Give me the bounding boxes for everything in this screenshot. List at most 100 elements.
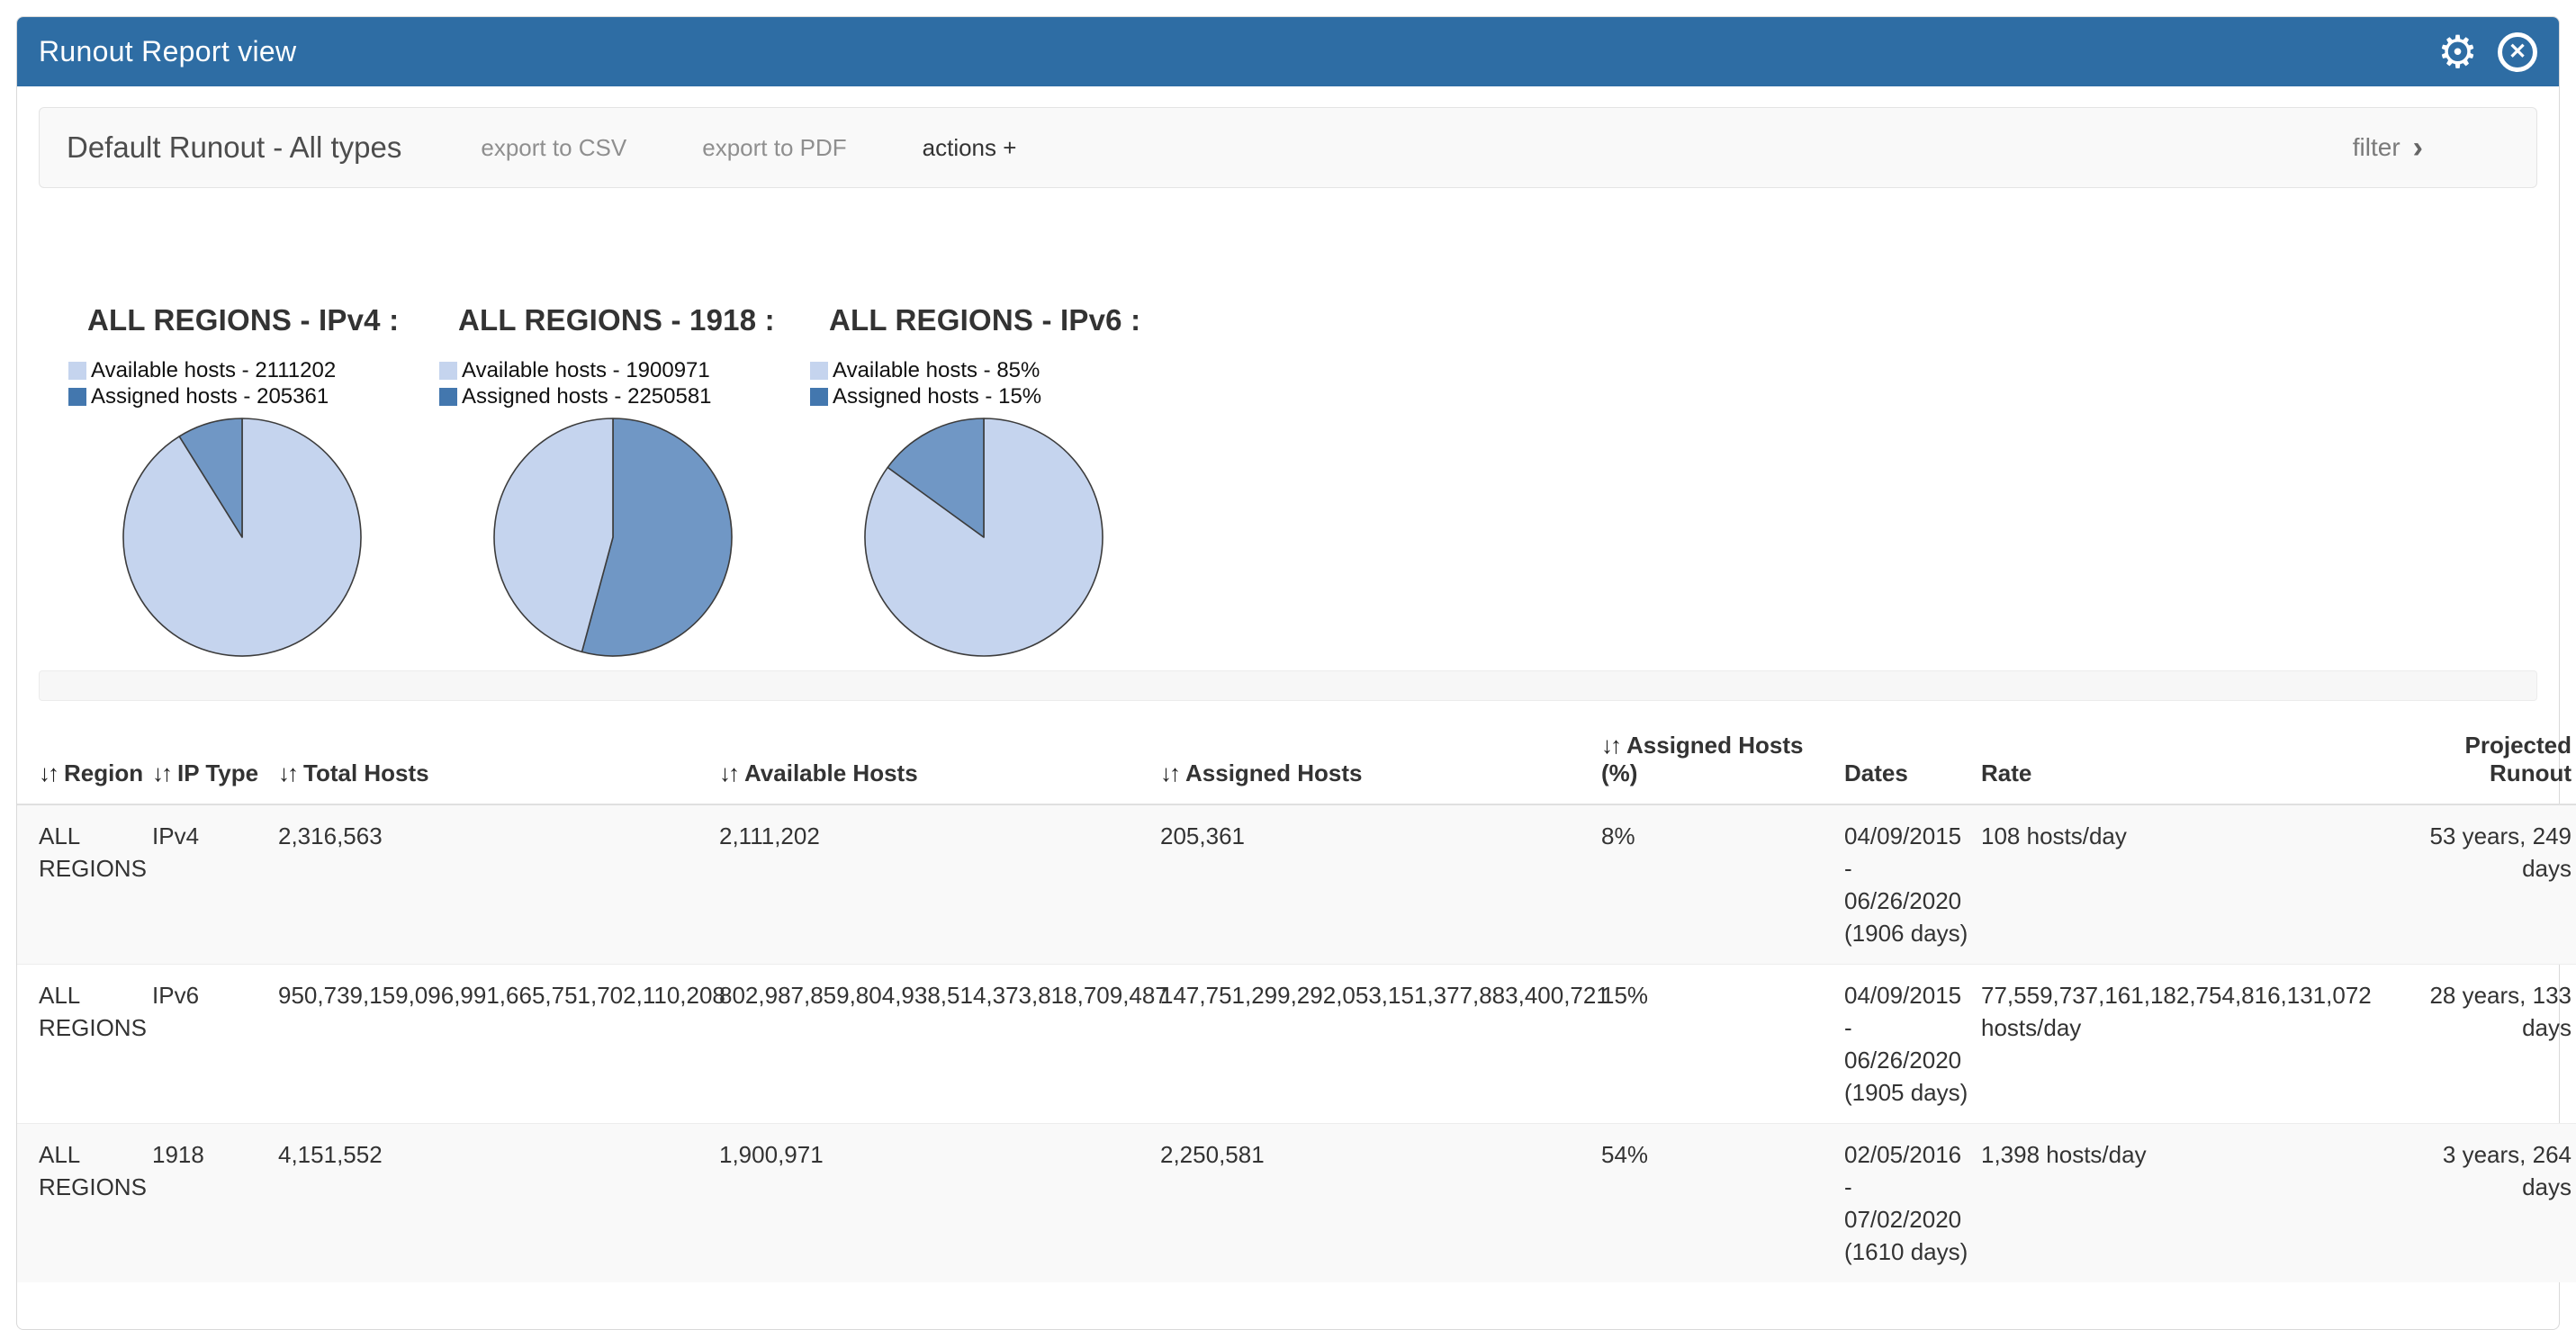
cell-available-hosts: 802,987,859,804,938,514,373,818,709,487 — [719, 965, 1160, 1124]
legend-swatch — [68, 388, 86, 406]
column-label: Projected Runout — [2465, 732, 2572, 786]
table-body: ALL REGIONSIPv42,316,5632,111,202205,361… — [17, 804, 2576, 1282]
chart-legend: Available hosts - 85% Assigned hosts - 1… — [810, 357, 1173, 409]
pie-chart — [489, 413, 737, 661]
sort-icon: ↓↑ — [152, 759, 170, 786]
cell-rate: 108 hosts/day — [1981, 804, 2393, 965]
chart-title: ALL REGIONS - 1918 : — [458, 303, 802, 337]
cell-projected-runout: 53 years, 249 days — [2393, 804, 2576, 965]
cell-dates: 04/09/2015 - 06/26/2020 (1905 days) — [1844, 965, 1981, 1124]
sort-icon: ↓↑ — [719, 759, 737, 786]
cell-total-hosts: 2,316,563 — [278, 804, 719, 965]
legend-label: Available hosts - 2111202 — [91, 358, 336, 383]
legend-item: Assigned hosts - 15% — [810, 383, 1173, 409]
cell-region: ALL REGIONS — [17, 1124, 152, 1283]
legend-swatch — [439, 388, 457, 406]
column-label: Dates — [1844, 759, 1908, 786]
chart-legend: Available hosts - 1900971 Assigned hosts… — [439, 357, 802, 409]
cell-total-hosts: 4,151,552 — [278, 1124, 719, 1283]
cell-ip-type: 1918 — [152, 1124, 278, 1283]
column-label: Assigned Hosts (%) — [1601, 732, 1804, 786]
column-header-available-hosts[interactable]: ↓↑ Available Hosts — [719, 726, 1160, 804]
report-window: Runout Report view ⚙ ✕ Default Runout - … — [16, 16, 2560, 1330]
cell-assigned-pct: 54% — [1601, 1124, 1844, 1283]
cell-ip-type: IPv4 — [152, 804, 278, 965]
filter-button[interactable]: filter › — [2353, 132, 2423, 163]
chart-title: ALL REGIONS - IPv4 : — [87, 303, 431, 337]
cell-projected-runout: 28 years, 133 days — [2393, 965, 2576, 1124]
cell-projected-runout: 3 years, 264 days — [2393, 1124, 2576, 1283]
window-title: Runout Report view — [39, 35, 296, 68]
column-label: Available Hosts — [744, 759, 918, 786]
legend-label: Assigned hosts - 205361 — [91, 384, 329, 409]
export-csv-button[interactable]: export to CSV — [481, 134, 626, 162]
legend-item: Assigned hosts - 2250581 — [439, 383, 802, 409]
table-row: ALL REGIONSIPv6950,739,159,096,991,665,7… — [17, 965, 2576, 1124]
legend-item: Available hosts - 85% — [810, 357, 1173, 383]
legend-swatch — [810, 362, 828, 380]
pie-chart-block: ALL REGIONS - 1918 : Available hosts - 1… — [431, 303, 802, 661]
column-header-region[interactable]: ↓↑ Region — [17, 726, 152, 804]
pie-chart-block: ALL REGIONS - IPv6 : Available hosts - 8… — [802, 303, 1173, 661]
sort-icon: ↓↑ — [1160, 759, 1178, 786]
column-header-dates: Dates — [1844, 726, 1981, 804]
cell-region: ALL REGIONS — [17, 804, 152, 965]
legend-item: Available hosts - 1900971 — [439, 357, 802, 383]
cell-assigned-hosts: 147,751,299,292,053,151,377,883,400,721 — [1160, 965, 1601, 1124]
cell-assigned-pct: 8% — [1601, 804, 1844, 965]
cell-total-hosts: 950,739,159,096,991,665,751,702,110,208 — [278, 965, 719, 1124]
sort-icon: ↓↑ — [1601, 732, 1619, 759]
gear-icon[interactable]: ⚙ — [2437, 30, 2478, 75]
cell-assigned-hosts: 2,250,581 — [1160, 1124, 1601, 1283]
legend-label: Assigned hosts - 2250581 — [462, 384, 712, 409]
cell-rate: 77,559,737,161,182,754,816,131,072 hosts… — [1981, 965, 2393, 1124]
column-header-ip-type[interactable]: ↓↑ IP Type — [152, 726, 278, 804]
legend-swatch — [439, 362, 457, 380]
actions-button[interactable]: actions + — [923, 134, 1017, 162]
legend-label: Assigned hosts - 15% — [833, 384, 1041, 409]
column-label: Rate — [1981, 759, 2031, 786]
pie-chart-block: ALL REGIONS - IPv4 : Available hosts - 2… — [60, 303, 431, 661]
chart-legend: Available hosts - 2111202 Assigned hosts… — [68, 357, 431, 409]
legend-label: Available hosts - 1900971 — [462, 358, 710, 383]
export-pdf-button[interactable]: export to PDF — [702, 134, 846, 162]
table-header-row: ↓↑ Region ↓↑ IP Type ↓↑ Total Hosts ↓↑ Availabl… — [17, 726, 2576, 804]
column-label: Total Hosts — [303, 759, 429, 786]
column-label: IP Type — [177, 759, 258, 786]
table-row: ALL REGIONSIPv42,316,5632,111,202205,361… — [17, 804, 2576, 965]
cell-dates: 02/05/2016 - 07/02/2020 (1610 days) — [1844, 1124, 1981, 1283]
legend-item: Assigned hosts - 205361 — [68, 383, 431, 409]
cell-region: ALL REGIONS — [17, 965, 152, 1124]
column-label: Region — [64, 759, 143, 786]
report-title: Default Runout - All types — [67, 130, 401, 165]
chart-title: ALL REGIONS - IPv6 : — [829, 303, 1173, 337]
column-header-rate: Rate — [1981, 726, 2393, 804]
cell-assigned-pct: 15% — [1601, 965, 1844, 1124]
runout-table: ↓↑ Region ↓↑ IP Type ↓↑ Total Hosts ↓↑ Availabl… — [17, 726, 2576, 1282]
cell-rate: 1,398 hosts/day — [1981, 1124, 2393, 1283]
cell-ip-type: IPv6 — [152, 965, 278, 1124]
sort-icon: ↓↑ — [278, 759, 296, 786]
table-row: ALL REGIONS19184,151,5521,900,9712,250,5… — [17, 1124, 2576, 1283]
legend-item: Available hosts - 2111202 — [68, 357, 431, 383]
cell-available-hosts: 2,111,202 — [719, 804, 1160, 965]
pie-chart — [118, 413, 366, 661]
legend-label: Available hosts - 85% — [833, 358, 1040, 383]
pie-chart — [860, 413, 1108, 661]
legend-swatch — [810, 388, 828, 406]
close-icon[interactable]: ✕ — [2498, 32, 2537, 72]
column-header-projected-runout: Projected Runout — [2393, 726, 2576, 804]
column-header-total-hosts[interactable]: ↓↑ Total Hosts — [278, 726, 719, 804]
report-toolbar: Default Runout - All types export to CSV… — [39, 107, 2537, 188]
filter-label: filter — [2353, 133, 2400, 162]
pie-charts-section: ALL REGIONS - IPv4 : Available hosts - 2… — [17, 303, 2559, 661]
cell-assigned-hosts: 205,361 — [1160, 804, 1601, 965]
column-header-assigned-hosts[interactable]: ↓↑Assigned Hosts (%) — [1601, 726, 1844, 804]
cell-available-hosts: 1,900,971 — [719, 1124, 1160, 1283]
sort-icon: ↓↑ — [39, 759, 57, 786]
column-label: Assigned Hosts — [1185, 759, 1363, 786]
column-header-assigned-hosts[interactable]: ↓↑ Assigned Hosts — [1160, 726, 1601, 804]
section-divider — [39, 670, 2537, 701]
chevron-right-icon: › — [2413, 132, 2423, 163]
cell-dates: 04/09/2015 - 06/26/2020 (1906 days) — [1844, 804, 1981, 965]
